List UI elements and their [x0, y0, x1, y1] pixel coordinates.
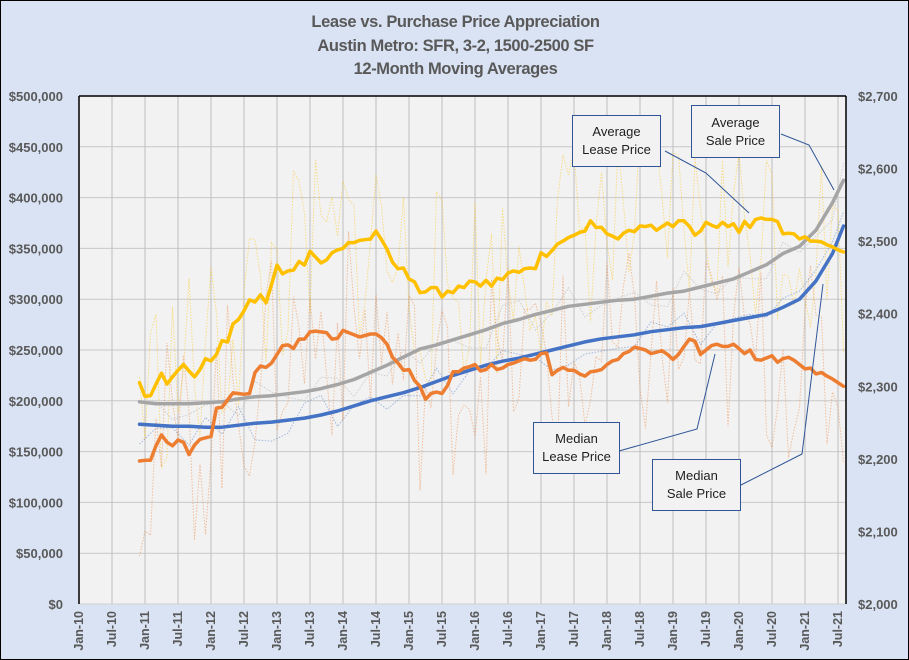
- x-tick-label: Jan-11: [138, 611, 152, 650]
- leader-average-sale: [780, 133, 835, 191]
- callout-line: Median: [675, 468, 718, 483]
- y-left-tick-label: $350,000: [9, 241, 63, 256]
- callout-line: Sale Price: [705, 132, 766, 148]
- y-left-tick-label: $50,000: [16, 546, 63, 561]
- y-left-tick-label: $300,000: [9, 292, 63, 307]
- x-tick-label: Jul-11: [171, 611, 185, 646]
- x-tick-label: Jan-12: [204, 611, 218, 651]
- y-right-tick-label: $2,300: [858, 379, 898, 394]
- y-left-tick-label: $400,000: [9, 191, 63, 206]
- x-tick-label: Jul-14: [369, 611, 383, 647]
- callout-line: Median: [555, 431, 598, 446]
- y-right-tick-label: $2,000: [858, 597, 898, 612]
- callout-median-sale-price: Median Sale Price: [652, 459, 741, 511]
- chart-title: Lease vs. Purchase Price Appreciation: [311, 13, 600, 31]
- raw-trace-median-sale-price: [139, 211, 844, 446]
- y-right-tick-label: $2,100: [858, 524, 898, 539]
- series-median-lease-price: [137, 328, 846, 463]
- x-tick-label: Jan-17: [534, 611, 548, 651]
- x-tick-label: Jan-14: [336, 611, 350, 651]
- y-left-tick-label: $250,000: [9, 343, 63, 358]
- series-average-sale-price: [137, 178, 846, 406]
- x-tick-label: Jan-10: [72, 611, 86, 651]
- x-tick-label: Jan-19: [666, 611, 680, 651]
- y-left-tick-label: $500,000: [9, 89, 63, 104]
- x-tick-label: Jul-12: [237, 611, 251, 647]
- y-left-tick-label: $0: [49, 597, 63, 612]
- left-y-ticks: $0 $50,000 $100,000 $150,000 $200,000 $250,00…: [9, 89, 63, 612]
- y-left-tick-label: $200,000: [9, 394, 63, 409]
- x-tick-label: Jan-21: [798, 611, 812, 651]
- callout-leaders: [618, 133, 835, 487]
- x-tick-label: Jan-15: [402, 611, 416, 651]
- callout-line: Sale Price: [666, 486, 727, 501]
- series-line: [137, 224, 846, 429]
- y-left-tick-label: $100,000: [9, 495, 63, 510]
- y-right-tick-label: $2,500: [858, 234, 898, 249]
- x-tick-label: Jan-13: [270, 611, 284, 651]
- x-tick-label: Jan-20: [732, 611, 746, 651]
- raw-trace-average-lease-price: [139, 121, 844, 469]
- leader-average-lease: [664, 150, 750, 214]
- x-tick-label: Jul-20: [765, 611, 779, 647]
- callout-average-sale-price: Average Sale Price: [691, 105, 780, 158]
- callout-line: Lease Price: [582, 142, 651, 157]
- series-lines: [137, 178, 846, 463]
- series-line: [137, 178, 846, 406]
- x-tick-label: Jan-18: [600, 611, 614, 651]
- x-tick-label: Jul-15: [435, 611, 449, 647]
- callout-line: Average: [711, 114, 760, 130]
- callout-average-lease-price: Average Lease Price: [572, 115, 661, 167]
- chart-subtitle-1: Austin Metro: SFR, 3-2, 1500-2500 SF: [317, 37, 594, 55]
- callout-line: Average: [592, 124, 641, 139]
- y-left-tick-label: $150,000: [9, 445, 63, 460]
- y-right-tick-label: $2,400: [858, 307, 898, 322]
- series-average-lease-price: [137, 216, 846, 399]
- x-tick-label: Jul-19: [699, 611, 713, 647]
- x-tick-label: Jul-13: [303, 611, 317, 647]
- y-right-tick-label: $2,600: [858, 162, 898, 177]
- leader-median-lease: [618, 353, 716, 452]
- callout-line: Lease Price: [542, 449, 611, 464]
- y-right-tick-label: $2,700: [858, 89, 898, 104]
- leader-median-sale: [738, 283, 824, 487]
- right-y-ticks: $2,000 $2,100 $2,200 $2,300 $2,400 $2,500 $2,6…: [858, 89, 898, 612]
- callout-median-lease-price: Median Lease Price: [533, 422, 620, 474]
- y-right-tick-label: $2,200: [858, 452, 898, 467]
- x-tick-label: Jul-10: [105, 611, 119, 647]
- y-left-tick-label: $450,000: [9, 140, 63, 155]
- x-tick-label: Jan-16: [468, 611, 482, 651]
- x-tick-label: Jul-16: [501, 611, 515, 647]
- x-tick-label: Jul-18: [633, 611, 647, 647]
- x-tick-label: Jul-21: [831, 611, 845, 647]
- x-ticks: Jan-10 Jul-10 Jan-11 Jul-11 Jan-12 Jul-12 Jan-…: [72, 611, 845, 651]
- x-tick-label: Jul-17: [567, 611, 581, 647]
- chart-subtitle-2: 12-Month Moving Averages: [353, 60, 558, 78]
